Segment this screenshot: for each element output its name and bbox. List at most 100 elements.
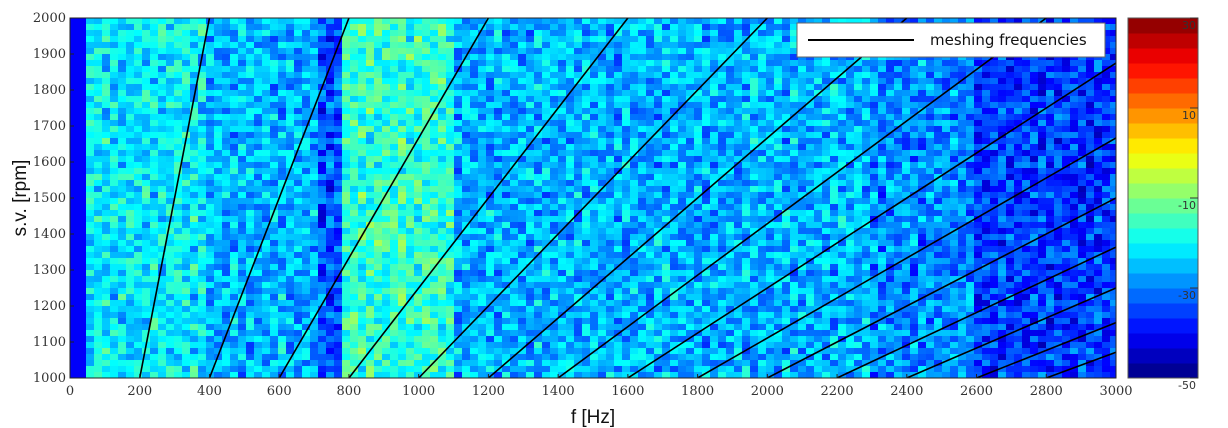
- heatmap-cell: [806, 84, 814, 90]
- heatmap-cell: [878, 198, 886, 204]
- heatmap-cell: [814, 114, 822, 120]
- heatmap-cell: [678, 240, 686, 246]
- heatmap-cell: [670, 174, 678, 180]
- heatmap-cell: [398, 30, 406, 36]
- heatmap-cell: [222, 120, 230, 126]
- heatmap-cell: [166, 138, 174, 144]
- heatmap-cell: [278, 210, 286, 216]
- heatmap-cell: [358, 222, 366, 228]
- heatmap-cell: [750, 156, 758, 162]
- heatmap-cell: [774, 30, 782, 36]
- heatmap-cell: [222, 180, 230, 186]
- heatmap-cell: [558, 120, 566, 126]
- heatmap-cell: [374, 78, 382, 84]
- heatmap-cell: [886, 198, 894, 204]
- heatmap-cell: [750, 126, 758, 132]
- heatmap-cell: [318, 30, 326, 36]
- heatmap-cell: [1030, 198, 1038, 204]
- heatmap-cell: [118, 90, 126, 96]
- heatmap-cell: [566, 180, 574, 186]
- heatmap-cell: [78, 162, 86, 168]
- heatmap-cell: [598, 228, 606, 234]
- heatmap-cell: [646, 216, 654, 222]
- heatmap-cell: [382, 132, 390, 138]
- heatmap-cell: [798, 78, 806, 84]
- heatmap-cell: [910, 102, 918, 108]
- heatmap-cell: [918, 114, 926, 120]
- heatmap-cell: [582, 126, 590, 132]
- heatmap-cell: [1110, 78, 1118, 84]
- heatmap-cell: [502, 210, 510, 216]
- heatmap-cell: [1014, 204, 1022, 210]
- heatmap-cell: [166, 36, 174, 42]
- heatmap-cell: [902, 126, 910, 132]
- heatmap-cell: [166, 96, 174, 102]
- heatmap-cell: [1094, 120, 1102, 126]
- heatmap-cell: [1086, 168, 1094, 174]
- heatmap-cell: [982, 120, 990, 126]
- heatmap-cell: [942, 144, 950, 150]
- heatmap-cell: [830, 222, 838, 228]
- heatmap-cell: [606, 132, 614, 138]
- heatmap-cell: [342, 174, 350, 180]
- heatmap-cell: [118, 168, 126, 174]
- heatmap-cell: [926, 138, 934, 144]
- heatmap-cell: [902, 240, 910, 246]
- heatmap-cell: [134, 48, 142, 54]
- heatmap-cell: [750, 216, 758, 222]
- heatmap-cell: [734, 150, 742, 156]
- heatmap-cell: [1014, 150, 1022, 156]
- heatmap-cell: [246, 54, 254, 60]
- heatmap-cell: [1102, 168, 1110, 174]
- heatmap-cell: [918, 132, 926, 138]
- heatmap-cell: [422, 186, 430, 192]
- heatmap-cell: [406, 198, 414, 204]
- heatmap-cell: [534, 60, 542, 66]
- heatmap-cell: [526, 54, 534, 60]
- heatmap-cell: [542, 30, 550, 36]
- heatmap-cell: [926, 60, 934, 66]
- heatmap-cell: [662, 24, 670, 30]
- heatmap-cell: [702, 90, 710, 96]
- heatmap-cell: [542, 210, 550, 216]
- heatmap-cell: [158, 234, 166, 240]
- heatmap-cell: [510, 36, 518, 42]
- heatmap-cell: [1022, 174, 1030, 180]
- heatmap-cell: [270, 78, 278, 84]
- heatmap-cell: [1054, 126, 1062, 132]
- heatmap-cell: [1006, 204, 1014, 210]
- heatmap-cell: [638, 186, 646, 192]
- heatmap-cell: [502, 186, 510, 192]
- heatmap-cell: [454, 18, 462, 24]
- heatmap-cell: [582, 120, 590, 126]
- heatmap-cell: [302, 180, 310, 186]
- heatmap-cell: [110, 102, 118, 108]
- heatmap-cell: [470, 72, 478, 78]
- heatmap-cell: [366, 210, 374, 216]
- heatmap-cell: [310, 84, 318, 90]
- heatmap-cell: [118, 156, 126, 162]
- heatmap-cell: [438, 240, 446, 246]
- heatmap-cell: [638, 54, 646, 60]
- heatmap-cell: [286, 24, 294, 30]
- heatmap-cell: [542, 132, 550, 138]
- heatmap-cell: [630, 90, 638, 96]
- heatmap-cell: [222, 108, 230, 114]
- heatmap-cell: [566, 150, 574, 156]
- heatmap-cell: [894, 210, 902, 216]
- heatmap-cell: [566, 186, 574, 192]
- heatmap-cell: [222, 84, 230, 90]
- heatmap-cell: [230, 54, 238, 60]
- heatmap-cell: [318, 138, 326, 144]
- heatmap-cell: [526, 120, 534, 126]
- heatmap-cell: [670, 66, 678, 72]
- heatmap-cell: [150, 24, 158, 30]
- heatmap-cell: [246, 120, 254, 126]
- heatmap-cell: [510, 18, 518, 24]
- heatmap-cell: [1038, 60, 1046, 66]
- heatmap-cell: [270, 186, 278, 192]
- heatmap-cell: [1102, 114, 1110, 120]
- heatmap-cell: [630, 192, 638, 198]
- heatmap-cell: [262, 24, 270, 30]
- heatmap-cell: [566, 18, 574, 24]
